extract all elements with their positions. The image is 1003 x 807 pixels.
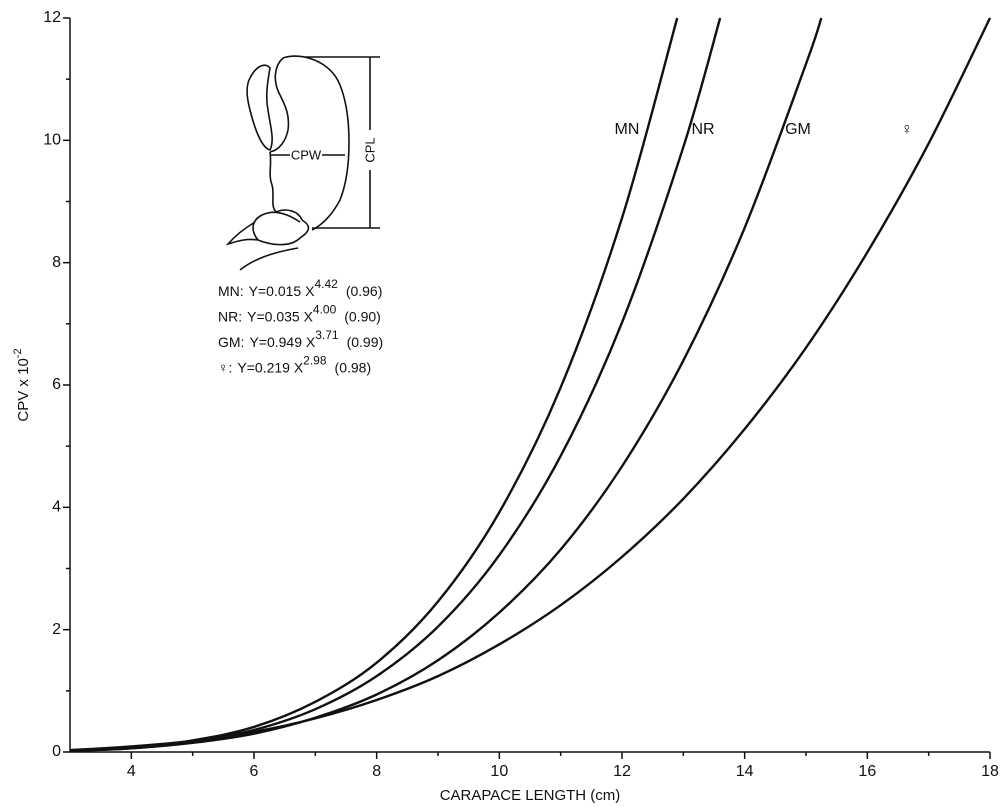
curve xyxy=(69,17,679,752)
inset-label: CPW xyxy=(291,147,322,162)
y-axis-label: CPV x 10-2 xyxy=(12,348,32,421)
equation: MN: Y=0.015 X4.42 (0.96) xyxy=(218,277,382,299)
x-tick-label: 8 xyxy=(372,763,381,780)
equation-label: NR: xyxy=(218,308,242,324)
y-tick-label: 6 xyxy=(52,376,61,393)
y-tick-label: 12 xyxy=(43,9,61,26)
x-tick-label: 16 xyxy=(858,763,876,780)
equation-formula: Y=0.015 X xyxy=(249,283,315,299)
curve-label: GM xyxy=(785,121,811,138)
equation-fit: (0.96) xyxy=(346,283,383,299)
y-axis-label-main: CPV x 10 xyxy=(15,358,32,421)
equation-formula: Y=0.035 X xyxy=(247,308,313,324)
equation-fit: (0.99) xyxy=(347,334,384,350)
equation-fit: (0.90) xyxy=(344,308,381,324)
y-tick-label: 8 xyxy=(52,254,61,271)
curve-label: NR xyxy=(691,121,714,138)
x-tick-label: 14 xyxy=(736,763,754,780)
equation-formula: Y=0.219 X xyxy=(237,359,303,375)
curve xyxy=(69,17,992,752)
x-tick-label: 4 xyxy=(127,763,136,780)
y-tick-label: 0 xyxy=(52,743,61,760)
equation: NR: Y=0.035 X4.00 (0.90) xyxy=(218,303,381,325)
claw-sketch xyxy=(225,55,380,271)
equation-formula: Y=0.949 X xyxy=(249,334,315,350)
equation-label: ♀: xyxy=(218,359,232,375)
curve-label: ♀ xyxy=(901,121,913,138)
x-tick-label: 10 xyxy=(490,763,508,780)
equation-label: GM: xyxy=(218,334,244,350)
x-axis-label: CARAPACE LENGTH (cm) xyxy=(440,787,621,804)
equation-exponent: 2.98 xyxy=(303,354,327,368)
equation-fit: (0.98) xyxy=(335,359,372,375)
x-tick-label: 18 xyxy=(981,763,999,780)
curve xyxy=(69,17,823,752)
x-tick-label: 12 xyxy=(613,763,631,780)
curve-label: MN xyxy=(615,121,640,138)
inset-label: CPL xyxy=(362,137,377,162)
equation: GM: Y=0.949 X3.71 (0.99) xyxy=(218,328,383,350)
equation: ♀: Y=0.219 X2.98 (0.98) xyxy=(218,354,371,376)
equation-exponent: 4.42 xyxy=(314,277,338,291)
equation-exponent: 4.00 xyxy=(313,303,337,317)
y-tick-label: 2 xyxy=(52,621,61,638)
equation-label: MN: xyxy=(218,283,244,299)
y-axis-label-exponent: -2 xyxy=(12,348,24,358)
equation-exponent: 3.71 xyxy=(315,328,339,342)
y-tick-label: 4 xyxy=(52,499,61,516)
x-tick-label: 6 xyxy=(250,763,259,780)
y-tick-label: 10 xyxy=(43,132,61,149)
